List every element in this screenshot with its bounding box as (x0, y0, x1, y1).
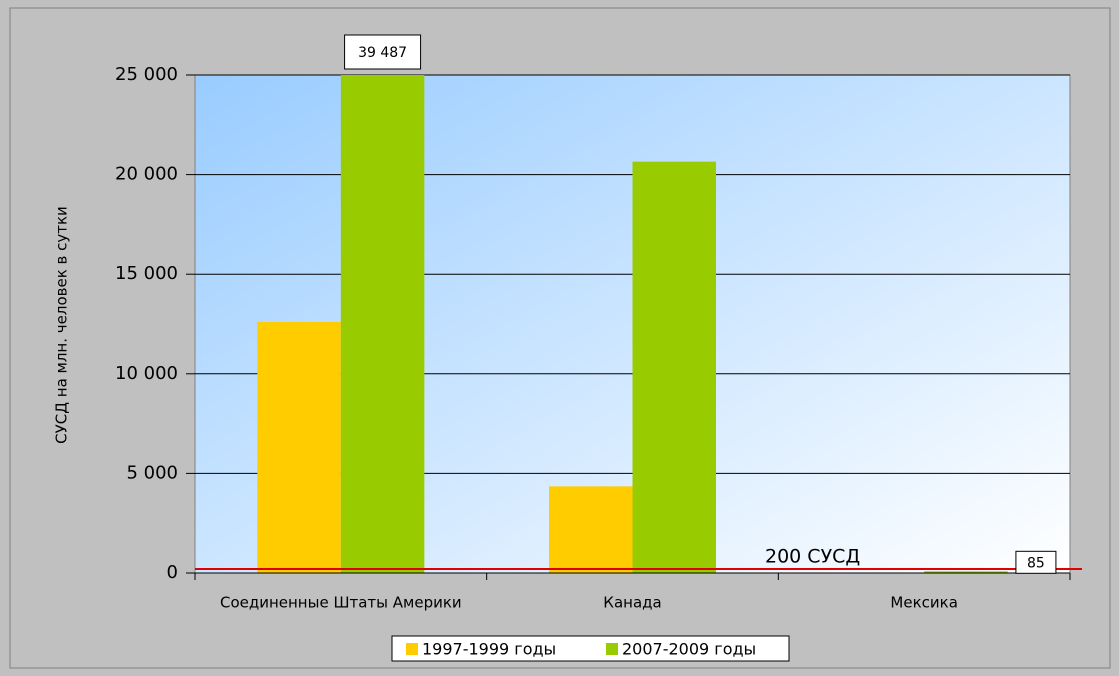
y-tick-label: 20 000 (115, 164, 178, 185)
bar (632, 161, 716, 573)
bar (549, 486, 633, 573)
value-label-box (344, 34, 422, 70)
bar (257, 322, 341, 573)
y-tick-label: 15 000 (115, 263, 178, 284)
y-tick-label: 5 000 (126, 462, 178, 483)
x-tick-label: Соединенные Штаты Америки (220, 594, 462, 612)
bar (340, 75, 425, 573)
reference-label: 200 СУСД (765, 546, 860, 568)
legend-label: 1997-1999 годы (422, 640, 556, 659)
value-label-box (1015, 550, 1057, 574)
y-tick-label: 25 000 (115, 64, 178, 85)
bars (257, 75, 1008, 573)
value-label: 85 (1027, 555, 1045, 571)
legend-swatch (606, 643, 618, 655)
chart-border (9, 7, 1111, 669)
y-axis-label: СУСД на млн. человек в сутки (53, 206, 71, 444)
x-tick-label: Мексика (890, 594, 957, 612)
y-tick-label: 0 (167, 562, 178, 583)
value-label: 39 487 (358, 45, 407, 61)
legend-box (391, 635, 790, 662)
x-tick-label: Канада (603, 594, 661, 612)
legend-swatch (406, 643, 418, 655)
bar (924, 571, 1008, 573)
y-tick-label: 10 000 (115, 363, 178, 384)
legend-label: 2007-2009 годы (622, 640, 756, 659)
